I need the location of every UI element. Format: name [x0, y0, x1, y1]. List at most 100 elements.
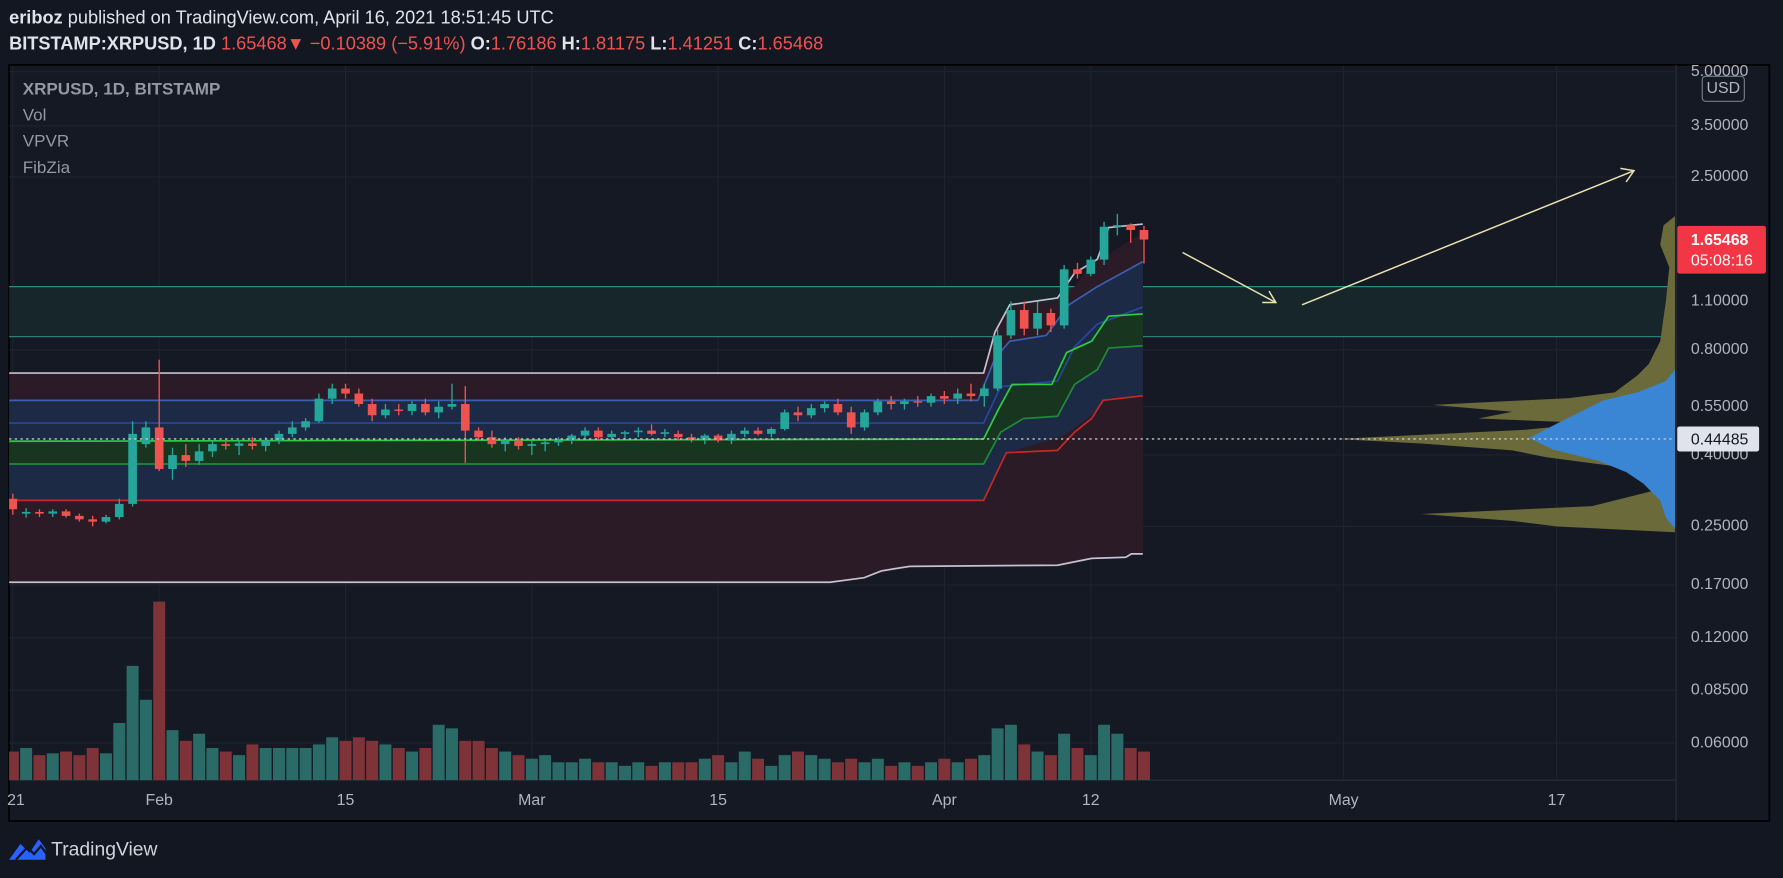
currency-box[interactable]	[1701, 75, 1745, 102]
candle-body	[88, 519, 97, 522]
candle-body	[1033, 312, 1042, 329]
volume-bar	[539, 755, 552, 781]
volume-bar	[366, 740, 379, 781]
candle-body	[35, 511, 44, 514]
candle-body	[181, 455, 191, 461]
candle-body	[407, 404, 417, 411]
x-tick-label: 21	[7, 792, 25, 809]
publish-line: eriboz published on TradingView.com, Apr…	[9, 7, 554, 27]
volume-bar	[1044, 755, 1057, 781]
band-line	[9, 394, 1143, 502]
y-tick-label: 0.12000	[1691, 629, 1749, 646]
volume-bar	[725, 762, 738, 781]
volume-bar	[818, 758, 831, 781]
candle-body	[1059, 269, 1069, 326]
candle-body	[367, 404, 377, 416]
volume-bar	[698, 758, 711, 781]
volume-bar	[1138, 751, 1150, 781]
volume-bar	[193, 733, 206, 781]
y-tick-label: 0.55000	[1691, 398, 1749, 415]
volume-bar	[712, 755, 725, 781]
volume-bar	[525, 758, 538, 781]
candle-body	[447, 404, 457, 407]
volume-bar	[978, 755, 991, 781]
candle-body	[421, 404, 430, 413]
indicators	[9, 167, 1675, 584]
volume-bar	[472, 740, 485, 781]
volume-bar	[46, 753, 59, 781]
ohlc-label: H:	[562, 33, 581, 53]
volume-bar	[153, 601, 166, 781]
candle-body	[793, 412, 803, 416]
candle-body	[221, 444, 231, 446]
candle-body	[687, 437, 696, 439]
volume-bar	[485, 748, 498, 781]
volume-bar	[113, 723, 126, 781]
arrow	[1301, 169, 1635, 306]
y-tick-label: 0.80000	[1691, 341, 1749, 358]
volume-bar	[73, 755, 86, 781]
y-tick-label: 0.06000	[1691, 734, 1749, 751]
volume-bar	[312, 744, 325, 781]
author: eriboz	[9, 7, 63, 27]
y-tick-label: 3.50000	[1691, 117, 1749, 134]
band-bottom	[9, 552, 1143, 584]
high: 1.81175	[581, 33, 645, 53]
candle-body	[141, 427, 151, 445]
candle-body	[394, 409, 404, 411]
candle-body	[567, 435, 577, 441]
volume-bar	[1084, 755, 1097, 781]
candle-body	[860, 412, 869, 428]
candle-body	[128, 433, 137, 504]
logo	[9, 839, 48, 861]
candle-body	[114, 503, 124, 518]
candle-body	[820, 404, 829, 409]
volume-bar	[658, 762, 671, 781]
band-line	[9, 306, 1144, 424]
volume-bar	[233, 755, 246, 781]
close: 1.65468	[757, 33, 823, 53]
candle-body	[314, 398, 324, 422]
volume-bar	[565, 762, 578, 781]
candle-body	[208, 444, 217, 452]
y-tick-label: 2.50000	[1691, 168, 1749, 185]
candle-body	[301, 421, 310, 428]
fib-zone	[9, 286, 1675, 337]
candle-body	[1126, 225, 1136, 231]
candle-body	[713, 435, 723, 441]
poc-label: 0.44485	[1691, 431, 1749, 448]
candle-body	[327, 388, 337, 399]
poc-label-box	[1677, 426, 1760, 452]
volume-bar	[339, 740, 352, 781]
volume-bar	[419, 748, 432, 781]
volume-bar	[286, 748, 299, 781]
volume-bar	[60, 751, 73, 781]
volume-bar	[858, 762, 871, 781]
last-price-box	[1677, 225, 1766, 274]
volume-bar	[791, 751, 804, 781]
volume-bar	[126, 665, 139, 781]
volume-bar	[938, 758, 951, 781]
candle-body	[21, 511, 31, 514]
x-tick-label: 15	[337, 792, 355, 809]
volume-bar	[645, 765, 658, 781]
brand: TradingView	[51, 840, 157, 861]
candle-body	[75, 515, 84, 520]
candle-body	[673, 433, 683, 438]
candle-body	[287, 427, 297, 434]
volume-bar	[246, 744, 259, 781]
candle-body	[620, 432, 630, 434]
volume-bar	[1124, 748, 1137, 781]
arrow-head	[1262, 290, 1278, 304]
volume-bar	[911, 765, 924, 781]
candle-body	[261, 440, 270, 446]
candle-body	[580, 430, 590, 436]
x-tick-label: 17	[1548, 792, 1566, 809]
last-price: 1.65468	[221, 33, 287, 53]
volume-bar	[272, 748, 285, 781]
volume-bar	[778, 755, 791, 781]
y-tick-label: 1.10000	[1691, 293, 1749, 310]
candle-body	[926, 396, 936, 403]
volume-bar	[379, 744, 392, 781]
